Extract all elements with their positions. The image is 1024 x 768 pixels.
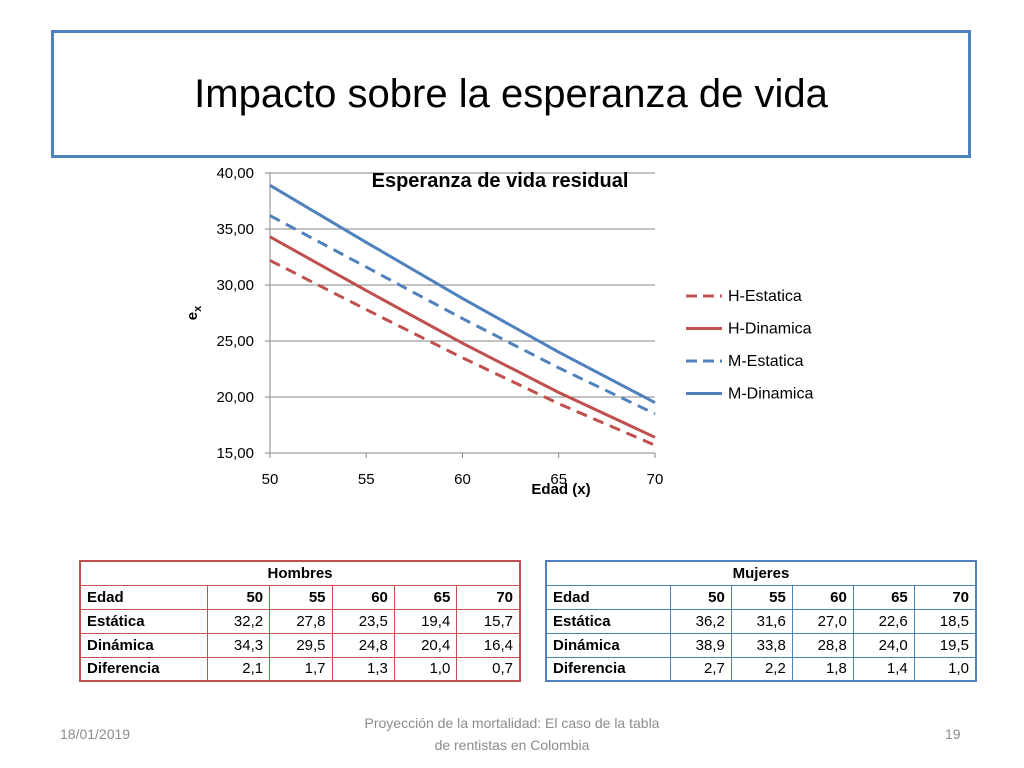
table-cell: 60 xyxy=(331,584,395,610)
chart-ticks: 15,00 20,00 25,00 30,00 35,00 40,00 50 55 60 65 70 xyxy=(216,165,663,488)
footer-date: 18/01/2019 xyxy=(60,726,131,742)
table-cell: 19,4 xyxy=(393,608,458,634)
legend-label: M-Estatica xyxy=(728,353,804,370)
row-label: Estática xyxy=(79,608,208,634)
table-cell: 16,4 xyxy=(456,632,521,658)
table-row: Estática 32,2 27,8 23,5 19,4 15,7 xyxy=(79,608,521,634)
table-cell: 29,5 xyxy=(269,632,333,658)
table-row: Edad 50 55 60 65 70 xyxy=(545,584,977,610)
x-tick-label: 55 xyxy=(358,471,375,488)
y-tick-label: 30,00 xyxy=(216,277,254,294)
slide-title-box: Impacto sobre la esperanza de vida xyxy=(51,30,971,158)
footer-text: Proyección de la mortalidad: El caso de … xyxy=(364,715,660,753)
y-axis-label: ex xyxy=(184,305,204,320)
table-cell: 31,6 xyxy=(730,608,793,634)
page-number: 19 xyxy=(945,726,961,742)
table-cell: 0,7 xyxy=(456,656,521,682)
table-cell: 1,4 xyxy=(852,656,915,682)
chart-title: Esperanza de vida residual xyxy=(372,170,629,192)
row-label: Diferencia xyxy=(545,656,671,682)
x-tick-label: 60 xyxy=(454,471,471,488)
y-tick-label: 15,00 xyxy=(216,445,254,462)
table-cell: 2,1 xyxy=(206,656,271,682)
table-cell: 1,0 xyxy=(393,656,458,682)
table-cell: 2,7 xyxy=(669,656,732,682)
table-cell: 50 xyxy=(206,584,271,610)
table-row: Diferencia 2,1 1,7 1,3 1,0 0,7 xyxy=(79,656,521,682)
table-cell: 36,2 xyxy=(669,608,732,634)
series-line-h-estatica xyxy=(269,259,656,447)
table-cell: 33,8 xyxy=(730,632,793,658)
y-tick-label: 35,00 xyxy=(216,221,254,238)
y-axis-label-main: e xyxy=(184,312,201,320)
row-label: Edad xyxy=(545,584,671,610)
table-cell: 70 xyxy=(913,584,977,610)
table-cell: 2,2 xyxy=(730,656,793,682)
table-row: Edad 50 55 60 65 70 xyxy=(79,584,521,610)
legend-label: H-Estatica xyxy=(728,288,802,305)
table-cell: 70 xyxy=(456,584,521,610)
table-row: Dinámica 38,9 33,8 28,8 24,0 19,5 xyxy=(545,632,977,658)
legend-label: H-Dinamica xyxy=(728,321,812,338)
table-cell: 18,5 xyxy=(913,608,977,634)
x-axis-label: Edad (x) xyxy=(531,481,590,498)
life-expectancy-chart: 15,00 20,00 25,00 30,00 35,00 40,00 50 55 60 65 70… xyxy=(184,165,813,498)
table-cell: 1,0 xyxy=(913,656,977,682)
table-cell: 65 xyxy=(393,584,458,610)
row-label: Edad xyxy=(79,584,208,610)
table-cell: 38,9 xyxy=(669,632,732,658)
series-line-m-estatica xyxy=(269,214,656,416)
table-cell: 60 xyxy=(791,584,854,610)
table-cell: 27,8 xyxy=(269,608,333,634)
table-row: Diferencia 2,7 2,2 1,8 1,4 1,0 xyxy=(545,656,977,682)
row-label: Estática xyxy=(545,608,671,634)
table-row: Dinámica 34,3 29,5 24,8 20,4 16,4 xyxy=(79,632,521,658)
chart-series xyxy=(269,184,656,447)
table-cell: 28,8 xyxy=(791,632,854,658)
table-cell: 15,7 xyxy=(456,608,521,634)
table-title: Hombres xyxy=(79,560,521,586)
table-cell: 19,5 xyxy=(913,632,977,658)
row-label: Diferencia xyxy=(79,656,208,682)
table-cell: 55 xyxy=(269,584,333,610)
table-header-row: Mujeres xyxy=(545,560,977,586)
table-cell: 32,2 xyxy=(206,608,271,634)
table-cell: 27,0 xyxy=(791,608,854,634)
table-cell: 23,5 xyxy=(331,608,395,634)
table-cell: 65 xyxy=(852,584,915,610)
y-axis-label-sub: x xyxy=(192,305,204,312)
row-label: Dinámica xyxy=(79,632,208,658)
table-cell: 55 xyxy=(730,584,793,610)
y-tick-label: 25,00 xyxy=(216,333,254,350)
table-cell: 1,8 xyxy=(791,656,854,682)
hombres-table: Hombres Edad 50 55 60 65 70 Estática 32,2 27,8 23,… xyxy=(79,560,521,682)
row-label: Dinámica xyxy=(545,632,671,658)
y-tick-label: 40,00 xyxy=(216,165,254,182)
table-header-row: Hombres xyxy=(79,560,521,586)
x-tick-label: 70 xyxy=(647,471,664,488)
table-row: Estática 36,2 31,6 27,0 22,6 18,5 xyxy=(545,608,977,634)
table-cell: 24,8 xyxy=(331,632,395,658)
table-cell: 24,0 xyxy=(852,632,915,658)
table-cell: 1,7 xyxy=(269,656,333,682)
table-cell: 22,6 xyxy=(852,608,915,634)
table-cell: 20,4 xyxy=(393,632,458,658)
slide-title: Impacto sobre la esperanza de vida xyxy=(194,71,828,116)
table-cell: 34,3 xyxy=(206,632,271,658)
legend-label: M-Dinamica xyxy=(728,386,813,403)
table-title: Mujeres xyxy=(545,560,977,586)
series-line-h-dinamica xyxy=(269,235,656,439)
table-cell: 50 xyxy=(669,584,732,610)
chart-grid xyxy=(270,172,655,398)
mujeres-table: Mujeres Edad 50 55 60 65 70 Estática 36,2 31,6 27,… xyxy=(545,560,977,682)
chart-legend: H-Estatica H-Dinamica M-Estatica M-Dinamica xyxy=(686,288,813,403)
x-tick-label: 65 xyxy=(550,471,567,488)
y-tick-label: 20,00 xyxy=(216,389,254,406)
table-cell: 1,3 xyxy=(331,656,395,682)
series-line-m-dinamica xyxy=(269,184,656,404)
x-tick-label: 50 xyxy=(262,471,279,488)
